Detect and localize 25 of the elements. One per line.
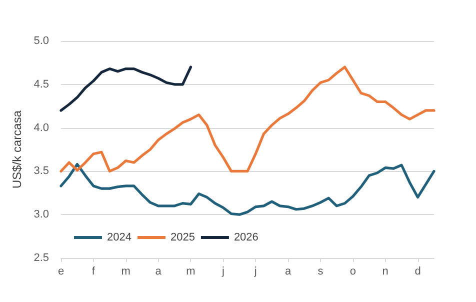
y-tick-label: 3.5 — [34, 165, 49, 178]
x-tick-label: e — [58, 266, 64, 278]
x-tick-label: m — [186, 266, 196, 278]
x-tick-label: s — [318, 266, 324, 278]
y-tick-label: 5.0 — [34, 35, 49, 47]
x-tick-label: m — [121, 266, 130, 278]
line-series — [60, 162, 436, 216]
y-axis-title: US$/k carcasa — [10, 110, 24, 189]
x-tick-label: a — [284, 266, 292, 278]
x-tick-label: a — [155, 266, 162, 278]
line-series — [60, 66, 436, 172]
y-tick-label: 4.5 — [34, 78, 49, 90]
x-tick-label: j — [220, 266, 224, 278]
x-tick-label: j — [253, 266, 257, 278]
legend-label: 2025 — [170, 232, 195, 244]
legend-label: 2024 — [107, 232, 132, 244]
x-tick-label: d — [414, 266, 421, 278]
line-series — [60, 66, 192, 112]
legend-label: 2026 — [234, 232, 258, 244]
y-tick-label: 4.0 — [34, 122, 49, 134]
y-tick-label: 3.0 — [34, 208, 49, 221]
x-tick-label: n — [382, 266, 388, 278]
x-tick-label: o — [350, 266, 356, 278]
x-tick-label: f — [92, 266, 96, 278]
y-tick-label: 2.5 — [34, 252, 49, 264]
